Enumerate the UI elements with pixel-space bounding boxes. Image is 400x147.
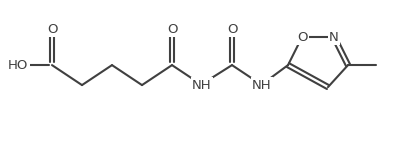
Text: O: O (167, 23, 177, 36)
Text: O: O (227, 23, 237, 36)
Text: N: N (329, 31, 339, 44)
Text: O: O (297, 31, 307, 44)
Text: O: O (47, 23, 57, 36)
Text: NH: NH (192, 79, 212, 92)
Text: HO: HO (8, 59, 28, 72)
Text: NH: NH (252, 79, 272, 92)
